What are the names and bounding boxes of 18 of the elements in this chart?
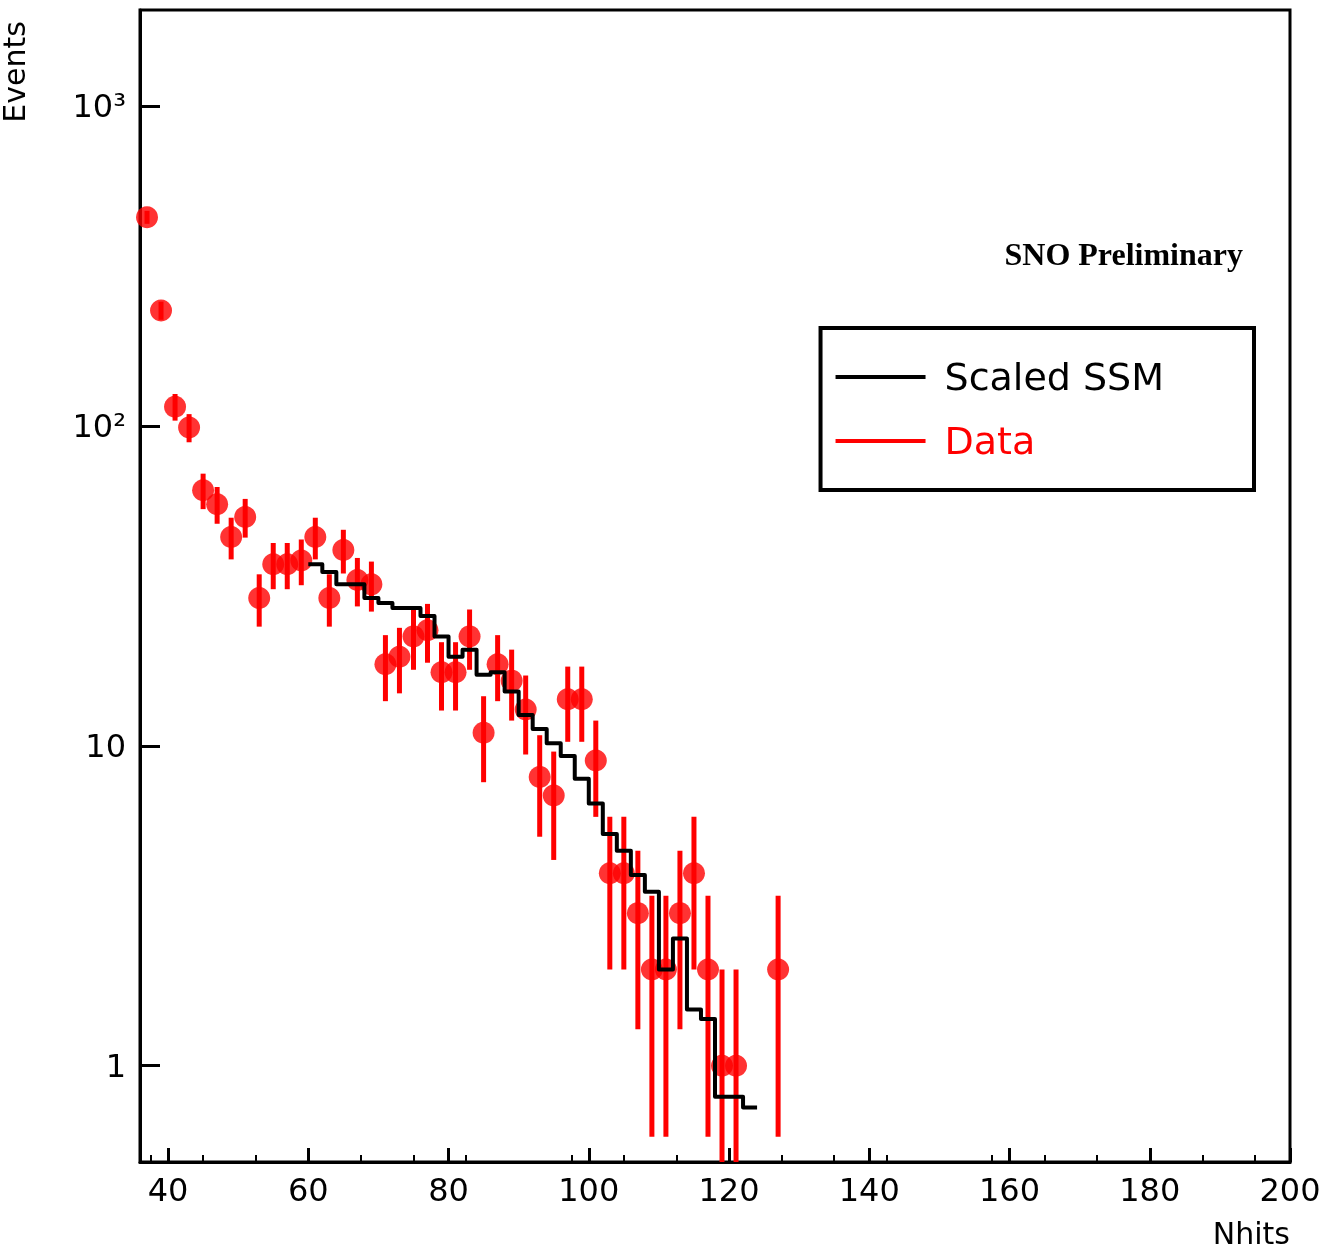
y-tick-label: 1 bbox=[105, 1046, 126, 1085]
x-tick-label: 40 bbox=[147, 1171, 189, 1209]
x-tick-label: 180 bbox=[1119, 1171, 1181, 1209]
legend-label: Scaled SSM bbox=[944, 355, 1164, 399]
y-tick-label: 10 bbox=[85, 726, 126, 765]
x-tick-label: 60 bbox=[287, 1171, 329, 1209]
x-axis-title: Nhits bbox=[1212, 1215, 1290, 1251]
annotation: SNO Preliminary bbox=[1004, 236, 1243, 272]
x-tick-label: 160 bbox=[978, 1171, 1041, 1209]
x-tick-label: 120 bbox=[698, 1171, 760, 1209]
x-tick-label: 100 bbox=[558, 1171, 620, 1209]
x-tick-label: 80 bbox=[428, 1171, 469, 1209]
x-tick-label: 140 bbox=[838, 1171, 900, 1209]
y-tick-label: 10² bbox=[72, 407, 126, 446]
y-tick-label: 10³ bbox=[72, 87, 126, 126]
legend-label: Data bbox=[944, 419, 1036, 463]
x-tick-label: 200 bbox=[1259, 1171, 1321, 1209]
y-axis-title: Events bbox=[0, 21, 32, 123]
